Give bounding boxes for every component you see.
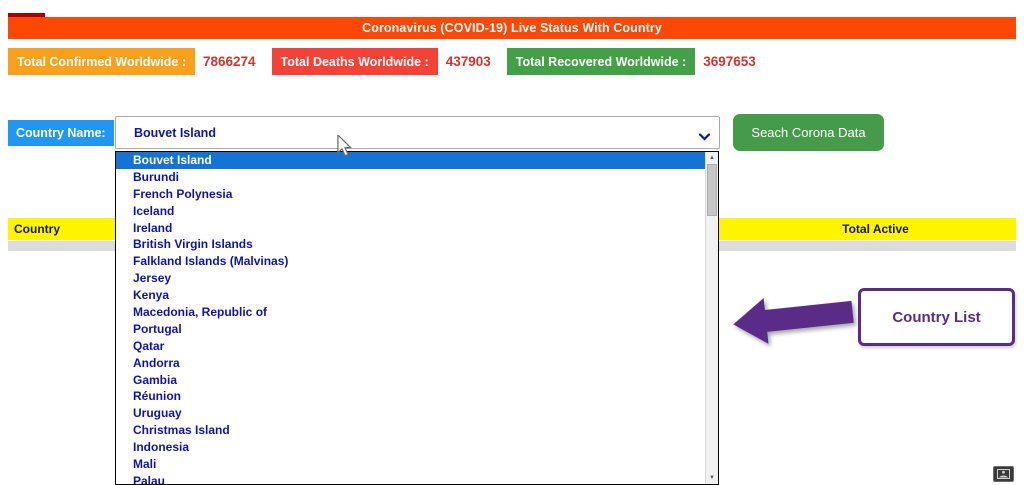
country-dropdown-options: Bouvet Island Burundi French Polynesia I… — [116, 152, 705, 485]
dropdown-option[interactable]: Falkland Islands (Malvinas) — [133, 254, 289, 269]
arrow-shaft — [761, 300, 854, 333]
annotation-arrow-left-icon — [730, 287, 858, 351]
image-placeholder-icon — [993, 466, 1014, 482]
total-recovered-label: Total Recovered Worldwide : — [506, 48, 696, 75]
country-select[interactable]: Bouvet Island — [115, 116, 720, 149]
country-list-callout: Country List — [858, 288, 1015, 346]
chevron-down-icon — [698, 128, 711, 146]
total-deaths-label: Total Deaths Worldwide : — [271, 48, 438, 75]
total-deaths-value: 437903 — [445, 54, 491, 69]
dropdown-option[interactable]: Andorra — [133, 355, 180, 370]
dropdown-option[interactable]: French Polynesia — [133, 186, 233, 201]
dropdown-option[interactable]: Burundi — [133, 169, 179, 184]
dropdown-option[interactable]: Mali — [133, 457, 157, 472]
scroll-down-icon[interactable]: ▼ — [709, 474, 715, 481]
dropdown-option[interactable]: Gambia — [133, 372, 178, 387]
scrollbar-thumb[interactable] — [707, 164, 717, 216]
country-name-label: Country Name: — [8, 120, 114, 146]
page-title-bar: Coronavirus (COVID-19) Live Status With … — [8, 17, 1016, 39]
top-red-strip — [8, 13, 45, 17]
dropdown-option[interactable]: Macedonia, Republic of — [133, 305, 268, 320]
search-corona-data-button[interactable]: Seach Corona Data — [733, 114, 884, 151]
dropdown-option[interactable]: Jersey — [133, 271, 172, 286]
table-header-country: Country — [14, 222, 60, 236]
dropdown-option[interactable]: Kenya — [133, 288, 170, 303]
dropdown-option[interactable]: Réunion — [133, 389, 181, 404]
total-confirmed-value: 7866274 — [202, 54, 256, 69]
dropdown-option[interactable]: Christmas Island — [133, 423, 230, 438]
dropdown-option[interactable]: Palau — [133, 473, 166, 485]
mouse-cursor-icon — [336, 133, 352, 162]
total-recovered-value: 3697653 — [703, 54, 756, 69]
dropdown-scrollbar[interactable]: ▲ ▼ — [705, 152, 718, 484]
total-confirmed-label: Total Confirmed Worldwide : — [8, 48, 195, 75]
country-dropdown-list: Bouvet Island Burundi French Polynesia I… — [115, 151, 719, 485]
dropdown-option[interactable]: Uruguay — [133, 406, 182, 421]
table-header-total-active: Total Active — [842, 222, 909, 236]
dropdown-option[interactable]: Ireland — [133, 220, 173, 235]
dropdown-option[interactable]: Indonesia — [133, 440, 190, 455]
worldwide-stats-row: Total Confirmed Worldwide : 7866274 Tota… — [8, 48, 1016, 75]
country-select-value: Bouvet Island — [134, 125, 216, 140]
dropdown-option[interactable]: Qatar — [133, 338, 165, 353]
dropdown-option[interactable]: Portugal — [133, 321, 182, 336]
page-title: Coronavirus (COVID-19) Live Status With … — [362, 21, 662, 35]
dropdown-option[interactable]: British Virgin Islands — [133, 237, 253, 252]
dropdown-option[interactable]: Iceland — [133, 203, 175, 218]
dropdown-option-selected[interactable]: Bouvet Island — [116, 152, 705, 169]
scroll-up-icon[interactable]: ▲ — [709, 154, 715, 161]
